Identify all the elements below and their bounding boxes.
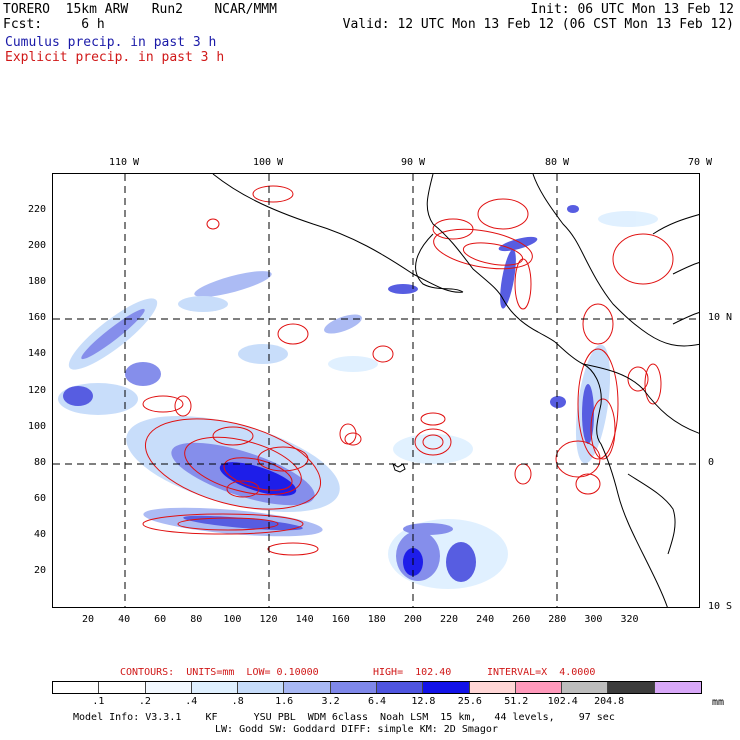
legend-color-cell bbox=[284, 682, 331, 693]
longitude-label: 100 W bbox=[252, 157, 284, 168]
longitude-label: 70 W bbox=[687, 157, 713, 168]
legend-color-cell bbox=[608, 682, 655, 693]
legend-label: .2 bbox=[138, 696, 151, 707]
x-tick-label: 160 bbox=[331, 614, 350, 625]
x-tick-label: 80 bbox=[190, 614, 203, 625]
legend-color-cell bbox=[562, 682, 609, 693]
contour-interval: INTERVAL=X 4.0000 bbox=[487, 667, 596, 678]
model-physics: LW: Godd SW: Goddard DIFF: simple KM: 2D… bbox=[215, 724, 498, 735]
legend-color-cell bbox=[654, 682, 701, 693]
legend-label: .4 bbox=[185, 696, 198, 707]
precip-area bbox=[550, 396, 566, 408]
x-tick-label: 120 bbox=[259, 614, 278, 625]
x-tick-label: 260 bbox=[512, 614, 531, 625]
longitude-label: 80 W bbox=[544, 157, 570, 168]
precip-area bbox=[81, 308, 145, 360]
precip-area bbox=[328, 356, 378, 372]
model-info: Model Info: V3.3.1 KF YSU PBL WDM 6class… bbox=[73, 712, 615, 723]
precip-area bbox=[388, 284, 418, 294]
y-tick-label: 60 bbox=[33, 492, 46, 504]
x-tick-label: 40 bbox=[118, 614, 131, 625]
legend-label: 12.8 bbox=[411, 696, 436, 707]
precip-area bbox=[403, 523, 453, 535]
forecast-hour: Fcst: 6 h bbox=[3, 17, 105, 32]
x-tick-label: 320 bbox=[620, 614, 639, 625]
y-tick-label: 100 bbox=[27, 420, 46, 432]
legend-label: 25.6 bbox=[457, 696, 482, 707]
precip-area bbox=[324, 314, 362, 334]
latitude-label: 10 S bbox=[708, 601, 733, 612]
init-time: Init: 06 UTC Mon 13 Feb 12 bbox=[530, 2, 735, 17]
lat-lon-grid bbox=[53, 174, 699, 607]
precip-area bbox=[219, 462, 297, 496]
contour-units: CONTOURS: UNITS=mm LOW= 0.10000 bbox=[120, 667, 319, 678]
x-tick-label: 140 bbox=[295, 614, 314, 625]
legend-color-cell bbox=[376, 682, 424, 693]
legend-color-cell bbox=[330, 682, 377, 693]
x-tick-label: 100 bbox=[223, 614, 242, 625]
valid-time: Valid: 12 UTC Mon 13 Feb 12 (06 CST Mon … bbox=[342, 17, 734, 32]
legend-label: .8 bbox=[231, 696, 244, 707]
legend-color-cell bbox=[99, 682, 146, 693]
precip-area bbox=[567, 205, 579, 213]
precip-area bbox=[498, 236, 538, 252]
y-tick-label: 40 bbox=[33, 528, 46, 540]
x-tick-label: 200 bbox=[403, 614, 422, 625]
precip-area bbox=[125, 362, 161, 386]
longitude-label: 110 W bbox=[108, 157, 140, 168]
precip-area bbox=[194, 271, 272, 297]
precip-area bbox=[63, 386, 93, 406]
y-tick-label: 80 bbox=[33, 456, 46, 468]
legend-label: 6.4 bbox=[367, 696, 387, 707]
y-tick-label: 180 bbox=[27, 276, 46, 288]
x-tick-label: 60 bbox=[154, 614, 167, 625]
precip-area bbox=[500, 249, 516, 309]
model-title: TORERO 15km ARW Run2 NCAR/MMM bbox=[3, 2, 277, 17]
legend-label: 3.2 bbox=[321, 696, 340, 707]
y-tick-label: 200 bbox=[27, 240, 46, 252]
legend-label: 204.8 bbox=[594, 696, 625, 707]
y-tick-label: 20 bbox=[33, 565, 46, 576]
map-svg bbox=[53, 174, 699, 607]
x-tick-label: 220 bbox=[439, 614, 459, 625]
y-tick-label: 120 bbox=[27, 384, 46, 396]
cumulus-precip-areas bbox=[58, 205, 658, 589]
x-tick-label: 240 bbox=[476, 614, 495, 625]
y-tick-label: 140 bbox=[27, 348, 46, 360]
x-tick-label: 20 bbox=[81, 614, 95, 625]
y-tick-label: 220 bbox=[27, 204, 46, 215]
x-tick-label: 180 bbox=[367, 614, 386, 625]
legend-label: 102.4 bbox=[547, 696, 578, 707]
precipitation-map bbox=[52, 173, 700, 608]
precip-area bbox=[446, 542, 476, 582]
precip-legend-bar bbox=[52, 681, 702, 694]
x-tick-label: 300 bbox=[584, 614, 603, 625]
latitude-label: 10 N bbox=[708, 312, 733, 323]
legend-color-cell bbox=[191, 682, 239, 693]
legend-label: .1 bbox=[92, 696, 105, 707]
legend-color-cell bbox=[145, 682, 192, 693]
legend-color-cell bbox=[515, 682, 563, 693]
precip-area bbox=[178, 296, 228, 312]
x-tick-label: 280 bbox=[548, 614, 567, 625]
legend-color-cell bbox=[238, 682, 285, 693]
latitude-label: 0 bbox=[708, 457, 715, 468]
longitude-label: 90 W bbox=[400, 157, 426, 168]
precip-area bbox=[598, 211, 658, 227]
legend-color-cell bbox=[53, 682, 100, 693]
explicit-precip-contours bbox=[142, 185, 674, 556]
contour-high: HIGH= 102.40 bbox=[373, 667, 452, 678]
cumulus-precip-label: Cumulus precip. in past 3 h bbox=[5, 35, 217, 50]
legend-label: 51.2 bbox=[504, 696, 529, 707]
legend-color-cell bbox=[469, 682, 516, 693]
y-tick-label: 160 bbox=[27, 312, 46, 324]
precip-area bbox=[238, 344, 288, 364]
legend-label: 1.6 bbox=[275, 696, 294, 707]
explicit-precip-label: Explicit precip. in past 3 h bbox=[5, 50, 225, 65]
legend-color-cell bbox=[423, 682, 470, 693]
legend-unit: mm bbox=[712, 697, 725, 708]
coastlines bbox=[212, 174, 699, 607]
